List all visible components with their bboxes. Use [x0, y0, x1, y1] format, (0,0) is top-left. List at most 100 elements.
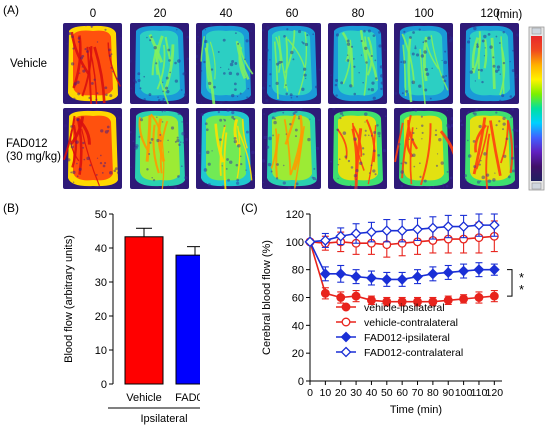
legend-marker — [340, 331, 352, 343]
data-point — [427, 268, 439, 280]
perfusion-image — [394, 108, 453, 189]
panel-b-label: (B) — [3, 201, 19, 215]
x-category-label: FAD012 — [175, 392, 200, 404]
x-tick-label: 20 — [335, 387, 347, 399]
perfusion-image — [460, 23, 519, 104]
data-point — [473, 219, 485, 231]
bar — [124, 236, 164, 385]
y-tick-label: 0 — [298, 376, 304, 388]
x-tick-label: 0 — [307, 387, 313, 399]
x-tick-label: 90 — [442, 387, 454, 399]
legend-label: vehicle-ipsilateral — [364, 302, 445, 314]
timepoint-label: 100 — [414, 8, 434, 20]
timepoint-label: 40 — [219, 8, 233, 20]
y-tick-label: 40 — [95, 243, 107, 255]
y-tick-label: 120 — [286, 209, 304, 221]
x-tick-label: 50 — [381, 387, 393, 399]
data-point — [412, 271, 423, 283]
bar-chart-blood-flow: 0 10 20 30 40 50 Blood flow (arbitrary units) V… — [63, 209, 200, 425]
perfusion-image — [328, 23, 387, 104]
panel-a-label: (A) — [3, 3, 19, 17]
perfusion-image — [262, 23, 321, 104]
data-point — [350, 271, 362, 283]
data-point — [412, 223, 423, 235]
y-axis-label: Cerebral blood flow (%) — [261, 240, 273, 355]
timepoint-label: 0 — [89, 8, 97, 20]
data-point — [473, 264, 485, 276]
x-tick-label: 40 — [366, 387, 378, 399]
perfusion-image — [262, 108, 321, 189]
data-point — [489, 291, 499, 301]
data-point — [442, 267, 454, 278]
x-tick-label: 80 — [427, 387, 439, 399]
perfusion-image — [130, 23, 189, 104]
y-tick-label: 100 — [286, 237, 304, 249]
timepoint-label: 60 — [285, 8, 299, 20]
y-tick-label: 10 — [95, 345, 107, 357]
y-tick-label: 20 — [292, 348, 304, 360]
y-tick-label: 80 — [292, 265, 304, 277]
x-tick-label: 100 — [455, 387, 473, 399]
data-point — [459, 294, 469, 304]
x-axis-label: Time (min) — [390, 404, 442, 416]
y-axis-label: Blood flow (arbitrary units) — [63, 235, 75, 363]
panel-c-label: (C) — [241, 201, 258, 215]
data-point — [320, 288, 330, 298]
perfusion-image — [196, 23, 255, 104]
legend-marker — [341, 317, 351, 327]
data-point — [458, 221, 470, 232]
perfusion-image — [328, 108, 387, 189]
x-category-label: Vehicle — [126, 392, 161, 404]
perfusion-image — [196, 108, 255, 189]
perfusion-image — [460, 108, 519, 189]
x-tick-label: 70 — [412, 387, 424, 399]
data-point — [442, 221, 454, 232]
bar — [175, 254, 200, 385]
row-label-vehicle: Vehicle — [10, 58, 48, 70]
data-point — [396, 273, 408, 285]
x-tick-label: 10 — [320, 387, 332, 399]
legend: vehicle-ipsilateral vehicle-contralateral… — [336, 302, 463, 359]
perfusion-image — [63, 23, 122, 104]
data-point — [381, 225, 393, 237]
data-point — [382, 297, 392, 307]
perfusion-colorbar — [528, 26, 545, 191]
data-point — [396, 225, 408, 237]
data-point — [319, 235, 331, 246]
timepoint-label: 80 — [351, 8, 365, 20]
data-point — [458, 265, 470, 277]
data-point — [366, 272, 377, 284]
y-tick-label: 0 — [101, 379, 107, 391]
legend-label: FAD012-ipsilateral — [364, 332, 450, 344]
data-point — [427, 222, 439, 234]
data-point — [366, 295, 376, 305]
data-point — [319, 268, 331, 280]
series-FAD012-contralateral — [304, 213, 500, 248]
perfusion-image — [63, 108, 122, 189]
row-label-fad012: FAD012 (30 mg/kg) — [6, 138, 61, 163]
data-point — [474, 293, 484, 302]
y-tick-label: 40 — [292, 320, 304, 332]
y-tick-label: 30 — [95, 277, 107, 289]
x-tick-label: 110 — [471, 387, 488, 399]
timepoint-label: 20 — [153, 8, 167, 20]
data-point — [428, 297, 438, 307]
data-point — [443, 295, 453, 305]
data-point — [366, 226, 377, 238]
significance-bracket — [507, 269, 513, 297]
perfusion-image — [130, 108, 189, 189]
data-point — [351, 291, 361, 301]
time-unit-label: (min) — [496, 9, 523, 21]
perfusion-image — [394, 23, 453, 104]
data-point — [413, 297, 422, 307]
legend-label: FAD012-contralateral — [364, 347, 463, 359]
data-point — [488, 219, 500, 231]
data-point — [304, 236, 316, 248]
y-tick-label: 50 — [95, 209, 107, 221]
data-point — [350, 228, 362, 239]
legend-marker — [340, 346, 352, 358]
data-point — [336, 293, 346, 302]
legend-label: vehicle-contralateral — [364, 317, 458, 329]
legend-marker — [341, 302, 351, 312]
